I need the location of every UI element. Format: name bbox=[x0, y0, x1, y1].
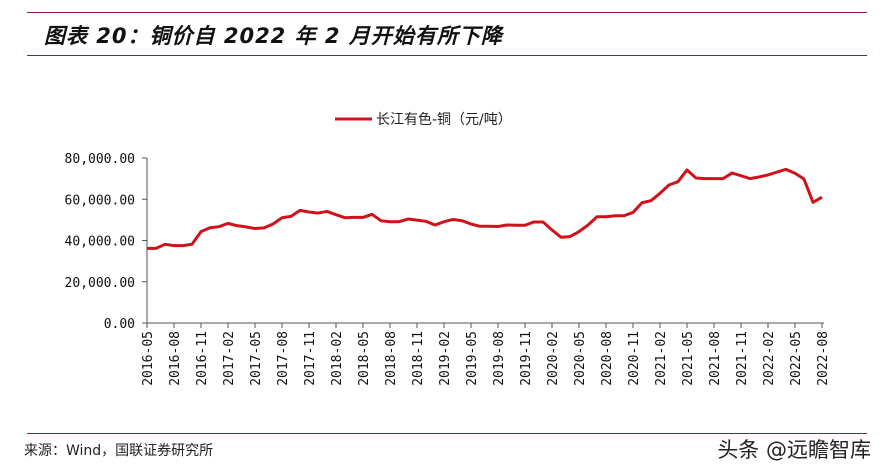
x-tick-label: 2020-05 bbox=[573, 331, 588, 386]
y-tick-label: 60,000.00 bbox=[65, 193, 135, 208]
figure-title: 图表 20：铜价自 2022 年 2 月开始有所下降 bbox=[44, 24, 503, 48]
x-tick-label: 2018-05 bbox=[357, 331, 372, 386]
y-tick-label: 0.00 bbox=[104, 317, 135, 332]
x-tick-label: 2017-02 bbox=[222, 331, 237, 386]
y-tick-label: 80,000.00 bbox=[65, 152, 135, 167]
x-tick-label: 2021-11 bbox=[735, 331, 750, 386]
top-rule bbox=[27, 12, 867, 13]
source-note: 来源：Wind，国联证券研究所 bbox=[24, 443, 214, 459]
y-tick-label: 20,000.00 bbox=[65, 276, 135, 291]
x-tick-label: 2020-02 bbox=[546, 331, 561, 386]
x-tick-label: 2016-05 bbox=[141, 331, 156, 386]
y-tick-label: 40,000.00 bbox=[65, 235, 135, 250]
x-tick-label: 2019-11 bbox=[519, 331, 534, 386]
x-tick-label: 2017-08 bbox=[276, 331, 291, 386]
x-tick-label: 2020-11 bbox=[627, 331, 642, 386]
title-rule bbox=[27, 55, 867, 56]
x-tick-label: 2019-08 bbox=[492, 331, 507, 386]
watermark: 头条 @远瞻智库 bbox=[717, 438, 871, 462]
x-tick-label: 2021-02 bbox=[654, 331, 669, 386]
x-tick-label: 2017-05 bbox=[249, 331, 264, 386]
x-tick-label: 2018-08 bbox=[384, 331, 399, 386]
x-tick-label: 2016-11 bbox=[195, 331, 210, 386]
x-tick-label: 2018-02 bbox=[330, 331, 345, 386]
x-tick-label: 2017-11 bbox=[303, 331, 318, 386]
x-tick-label: 2021-08 bbox=[708, 331, 723, 386]
x-tick-label: 2020-08 bbox=[600, 331, 615, 386]
x-tick-label: 2019-02 bbox=[438, 331, 453, 386]
legend-label: 长江有色-铜（元/吨） bbox=[376, 111, 512, 128]
x-tick-label: 2022-08 bbox=[816, 331, 831, 386]
x-tick-label: 2019-05 bbox=[465, 331, 480, 386]
x-tick-label: 2021-05 bbox=[681, 331, 696, 386]
series-line-copper bbox=[147, 167, 823, 250]
x-tick-label: 2022-02 bbox=[762, 331, 777, 386]
bottom-rule bbox=[27, 433, 867, 434]
x-tick-label: 2016-08 bbox=[168, 331, 183, 386]
x-tick-label: 2022-05 bbox=[789, 331, 804, 386]
x-tick-label: 2018-11 bbox=[411, 331, 426, 386]
